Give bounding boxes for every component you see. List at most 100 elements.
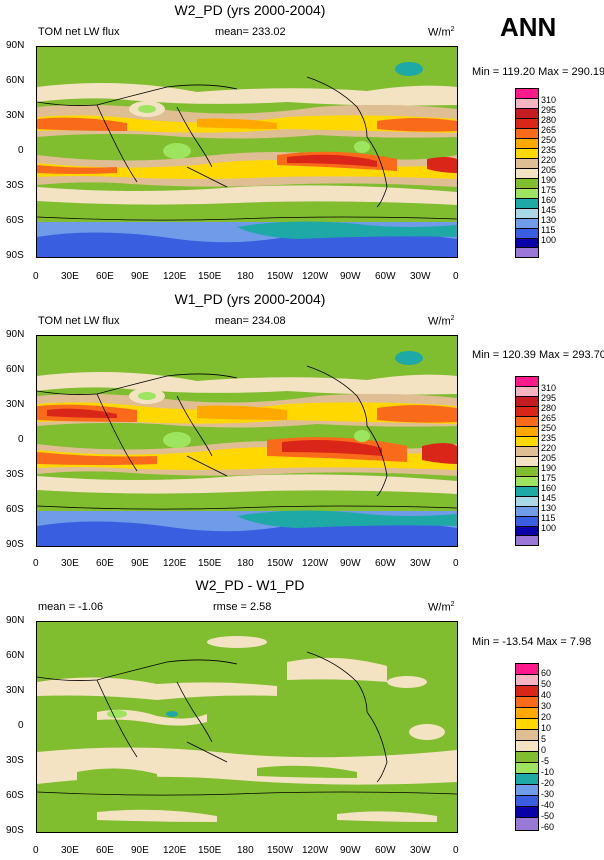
lat-tick: 90N (6, 615, 25, 626)
variable-label: TOM net LW flux (38, 315, 120, 327)
colorbar-swatch (516, 741, 538, 752)
colorbar-label: -10 (541, 767, 555, 777)
lon-tick: 0 (33, 271, 39, 282)
lat-tick: 30N (6, 399, 25, 410)
colorbar-label: 235 (541, 145, 557, 155)
map-svg (37, 47, 457, 257)
colorbar-label: 145 (541, 205, 557, 215)
colorbar-swatch (516, 99, 538, 109)
colorbar-label: 50 (541, 679, 552, 689)
colorbar-label: -20 (541, 778, 555, 788)
lon-tick: 60E (96, 845, 114, 856)
contour-map (36, 335, 458, 547)
lat-tick: 90S (6, 539, 24, 550)
colorbar-swatch (516, 447, 538, 457)
colorbar-swatch (516, 785, 538, 796)
lat-tick: 90N (6, 40, 25, 51)
lat-tick: 60N (6, 650, 25, 661)
lon-tick: 30W (410, 558, 431, 569)
colorbar-label: 175 (541, 185, 557, 195)
colorbar-swatch (516, 159, 538, 169)
contour-map (36, 46, 458, 258)
lon-tick: 120E (163, 271, 187, 282)
lat-tick: 90S (6, 825, 24, 836)
colorbar-label: 190 (541, 463, 557, 473)
colorbar-swatch (516, 248, 538, 257)
lon-tick: 150E (198, 271, 222, 282)
colorbar-swatch (516, 189, 538, 199)
colorbar-label: 250 (541, 423, 557, 433)
colorbar-swatch (516, 149, 538, 159)
minmax-label: Min = -13.54 Max = 7.98 (472, 636, 592, 648)
lat-tick: 30S (6, 469, 24, 480)
lon-tick: 90E (131, 271, 149, 282)
lon-tick: 60E (96, 558, 114, 569)
colorbar-swatch (516, 219, 538, 229)
units-text: W/m (428, 601, 451, 614)
colorbar-label: -50 (541, 811, 555, 821)
colorbar-label: 160 (541, 483, 557, 493)
map-svg (37, 336, 457, 546)
colorbar-swatch (516, 139, 538, 149)
minmax-label: Min = 120.39 Max = 293.70 (472, 349, 604, 361)
lat-tick: 30S (6, 180, 24, 191)
lat-tick: 0 (18, 720, 24, 731)
colorbar-swatch (516, 239, 538, 248)
colorbar-swatch (516, 199, 538, 209)
lon-tick: 60W (375, 271, 396, 282)
colorbar-swatch (516, 763, 538, 774)
mean-label: mean= 233.02 (215, 26, 286, 38)
colorbar-swatch (516, 229, 538, 239)
colorbar-swatch (516, 109, 538, 119)
colorbar-label: 115 (541, 225, 556, 235)
colorbar-swatch (516, 796, 538, 807)
colorbar-swatch (516, 536, 538, 545)
colorbar-label: 295 (541, 393, 557, 403)
lon-tick: 180 (237, 271, 254, 282)
lon-tick: 150W (267, 558, 294, 569)
colorbar-swatch (516, 89, 538, 99)
colorbar-label: 40 (541, 690, 552, 700)
lon-tick: 30E (61, 558, 79, 569)
colorbar-label: -5 (541, 756, 550, 766)
lon-tick: 150W (267, 271, 294, 282)
lon-tick: 150E (198, 558, 222, 569)
colorbar-swatch (516, 477, 538, 487)
colorbar-label: 30 (541, 701, 552, 711)
panel-title: W1_PD (yrs 2000-2004) (174, 291, 326, 307)
lon-tick: 90W (340, 271, 361, 282)
colorbar-label: 295 (541, 105, 557, 115)
colorbar-swatch (516, 179, 538, 189)
colorbar-swatch (516, 467, 538, 477)
lon-tick: 30W (410, 845, 431, 856)
colorbar-swatch (516, 209, 538, 219)
units-label: W/m2 (428, 601, 455, 614)
colorbar-swatch (516, 818, 538, 830)
colorbar-label: 205 (541, 165, 557, 175)
lon-tick: 120W (302, 271, 329, 282)
colorbar-swatch (516, 427, 538, 437)
colorbar-swatch (516, 664, 538, 675)
colorbar-label: 265 (541, 413, 557, 423)
lat-tick: 90N (6, 329, 25, 340)
colorbar-swatch (516, 407, 538, 417)
minmax-label: Min = 119.20 Max = 290.19 (472, 66, 604, 78)
lon-tick: 60E (96, 271, 114, 282)
mean-label: mean = -1.06 (38, 601, 104, 613)
colorbar-swatch (516, 527, 538, 536)
colorbar-swatch (516, 752, 538, 763)
colorbar-swatch (516, 708, 538, 719)
colorbar-label: 0 (541, 745, 547, 755)
panel-title: W2_PD (yrs 2000-2004) (174, 2, 326, 18)
colorbar-label: 130 (541, 215, 557, 225)
lon-tick: 90E (131, 845, 149, 856)
lon-tick: 120E (163, 558, 187, 569)
colorbar-swatch (516, 507, 538, 517)
colorbar-label: 20 (541, 712, 552, 722)
colorbar-swatch (516, 730, 538, 741)
variable-label: TOM net LW flux (38, 26, 120, 38)
lon-tick: 60W (375, 558, 396, 569)
colorbar-swatch (516, 497, 538, 507)
lat-tick: 30N (6, 685, 25, 696)
units-sup: 2 (450, 601, 455, 608)
